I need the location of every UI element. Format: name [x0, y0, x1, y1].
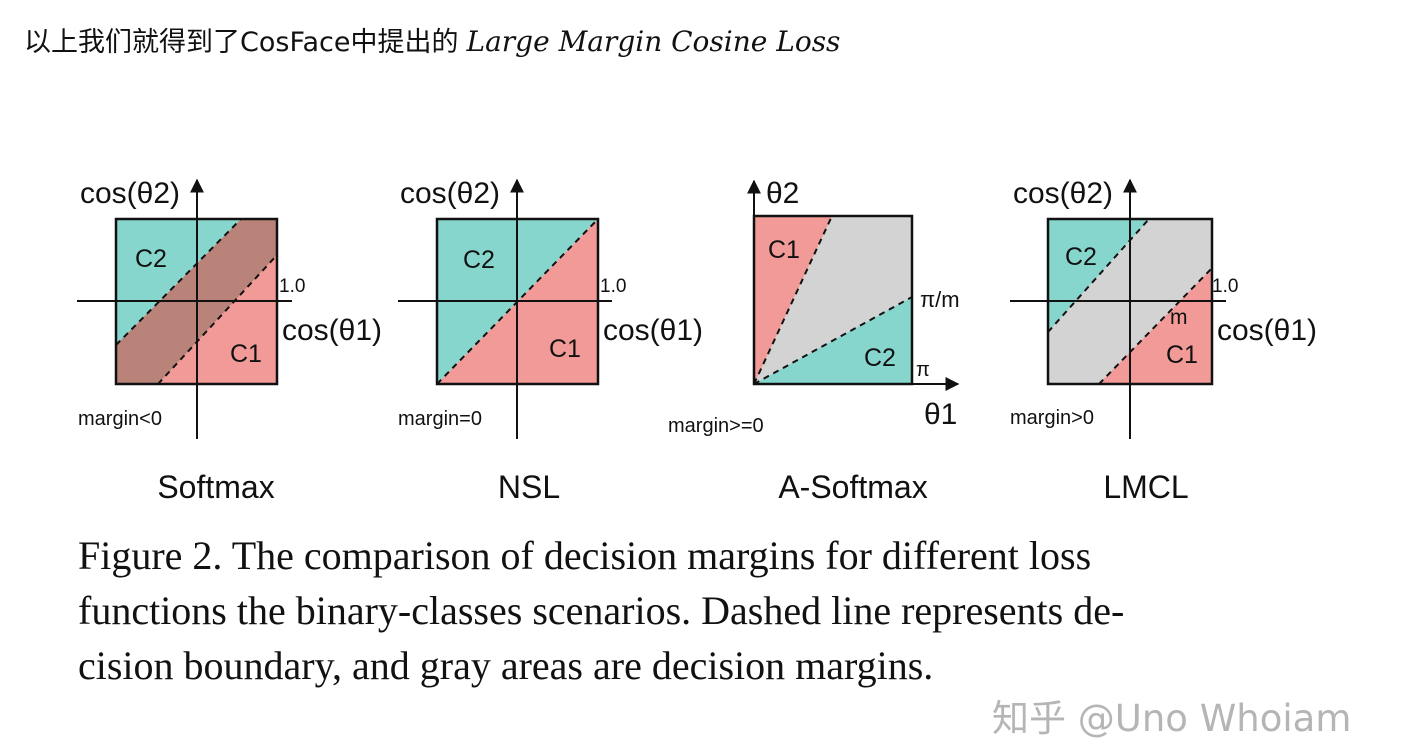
x-axis-label: cos(θ1)	[1217, 314, 1317, 347]
tick-label: 1.0	[600, 276, 626, 297]
class-label-bottom: C2	[864, 344, 896, 372]
y-axis-label: cos(θ2)	[1013, 177, 1113, 210]
caption-line: functions the binary-classes scenarios. …	[78, 588, 1125, 633]
caption-line: cision boundary, and gray areas are deci…	[78, 643, 934, 688]
intro-math: Large Margin Cosine Loss	[466, 25, 841, 58]
class-label-top: C1	[768, 236, 800, 264]
panel-a-softmax: θ2 θ1 π/m π C1 C2 margin>=0 A-Softmax	[668, 177, 960, 505]
decision-boundary-c1	[157, 254, 278, 385]
tick-label: 1.0	[279, 276, 305, 297]
panel-lmcl: cos(θ2) cos(θ1) 1.0 m C2 C1 margin>0 LMC…	[1010, 177, 1317, 505]
class-label-bottom: C1	[230, 340, 262, 368]
decision-boundary-c2	[753, 296, 913, 385]
panel-title: Softmax	[157, 469, 274, 505]
panel-title: A-Softmax	[778, 469, 927, 505]
margin-label: margin>=0	[668, 415, 764, 437]
decision-boundary-c1	[1098, 267, 1213, 385]
class-label-top: C2	[463, 246, 495, 274]
margin-label: margin=0	[398, 408, 482, 430]
y-axis-label: cos(θ2)	[80, 177, 180, 210]
decision-boundary-c1	[753, 215, 833, 385]
class-label-bottom: C1	[549, 335, 581, 363]
margin-label: margin<0	[78, 408, 162, 430]
panel-title: LMCL	[1103, 469, 1188, 505]
x-axis-label: cos(θ1)	[603, 314, 703, 347]
intro-sentence: 以上我们就得到了CosFace中提出的 Large Margin Cosine L…	[24, 22, 840, 63]
y-axis-label: cos(θ2)	[400, 177, 500, 210]
intro-text: 以上我们就得到了CosFace中提出的	[24, 27, 459, 58]
x-axis-label: cos(θ1)	[282, 314, 382, 347]
caption-line: Figure 2. The comparison of decision mar…	[78, 533, 1092, 578]
class-label-top: C2	[1065, 243, 1097, 271]
class-label-bottom: C1	[1166, 341, 1198, 369]
margin-width-label: m	[1170, 306, 1188, 329]
panel-title: NSL	[498, 469, 560, 505]
x-axis-label: θ1	[924, 398, 957, 431]
tick-label: 1.0	[1212, 276, 1238, 297]
decision-boundary-c2	[1047, 218, 1150, 333]
tick-label-upper: π/m	[920, 287, 960, 312]
class-label-top: C2	[135, 245, 167, 273]
panel-nsl: cos(θ2) cos(θ1) 1.0 C2 C1 margin=0 NSL	[398, 177, 703, 505]
panel-softmax: cos(θ2) cos(θ1) 1.0 C2 C1 margin<0 Softm…	[77, 177, 382, 505]
tick-label-lower: π	[916, 359, 930, 381]
y-axis-label: θ2	[766, 177, 799, 210]
decision-boundary-c2	[115, 218, 242, 346]
figure-caption: Figure 2. The comparison of decision mar…	[78, 528, 1278, 693]
margin-label: margin>0	[1010, 407, 1094, 429]
watermark: 知乎 @Uno Whoiam	[992, 697, 1352, 740]
